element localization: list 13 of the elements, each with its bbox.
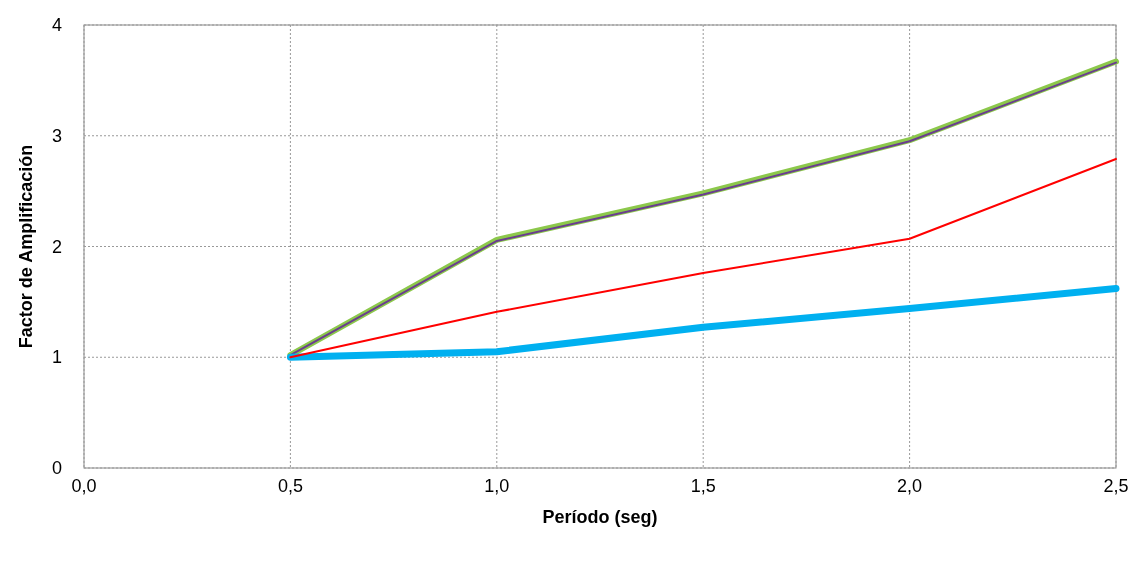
- x-tick-label: 0,5: [277, 476, 303, 496]
- x-tick-label: 2,5: [1103, 476, 1129, 496]
- y-tick-label: 4: [51, 15, 62, 35]
- y-tick-label: 2: [51, 236, 62, 257]
- x-tick-label: 0,0: [71, 476, 97, 496]
- x-tick-label: 1,0: [484, 476, 510, 496]
- x-tick-label: 1,5: [690, 476, 716, 496]
- y-tick-label: 3: [51, 125, 62, 146]
- x-axis-title: Período (seg): [542, 507, 658, 527]
- y-axis-title: Factor de Amplificación: [16, 144, 36, 349]
- y-tick-label: 0: [51, 458, 62, 478]
- x-tick-label: 2,0: [897, 476, 923, 496]
- y-tick-label: 1: [51, 347, 62, 368]
